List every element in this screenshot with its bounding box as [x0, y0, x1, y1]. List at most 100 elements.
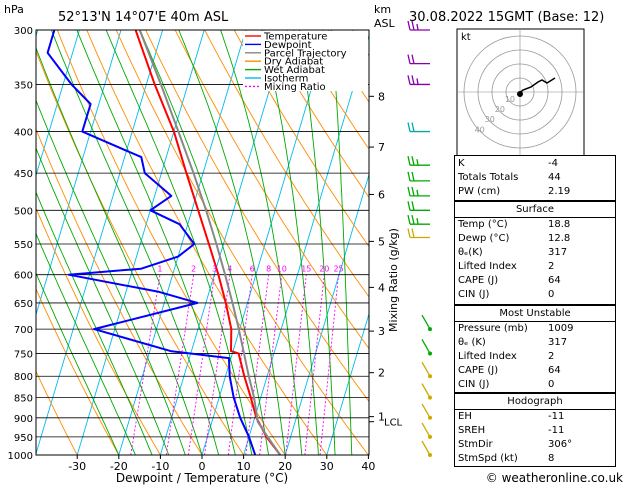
isotherm-line: [243, 33, 369, 455]
index-panel-hodograph: Hodograph EH -11 SREH -11 StmDir 306° StmSp…: [454, 393, 616, 467]
wind-barb: [421, 440, 432, 457]
wind-barb: [407, 122, 430, 133]
mixing-ratio-label: 4: [227, 265, 232, 274]
wind-barb: [421, 314, 432, 332]
wind-barb: [407, 20, 430, 31]
mixing-ratio-labels: 1 2 3 4 6 8 10 15 20 25: [157, 265, 343, 274]
dry-adiabat-line: [56, 30, 286, 455]
hodograph-ring-label: 10: [505, 95, 515, 104]
wind-barb: [407, 54, 430, 65]
hodograph-storm-marker: [517, 91, 523, 97]
pressure-tick-label: 750: [14, 349, 33, 360]
wind-barb-flag: [411, 228, 415, 238]
legend-label: Wet Adiabat: [264, 65, 325, 76]
wind-barb-dot: [428, 415, 432, 420]
wind-barb-flag: [416, 218, 419, 225]
index-row: Lifted Index 2: [458, 261, 555, 272]
index-panel-most-unstable: Most Unstable Pressure (mb) 1009 θₑ (K) 31…: [454, 305, 616, 393]
km-tick-label: 1: [378, 411, 385, 424]
km-tick-label: 4: [378, 281, 385, 294]
wind-barb-dot: [428, 395, 432, 400]
wind-barb-flag: [416, 189, 419, 197]
x-tick-label: 0: [199, 460, 206, 473]
wind-barb-shaft: [421, 361, 431, 377]
wind-barb: [421, 383, 432, 400]
pressure-tick-label: 500: [14, 206, 33, 217]
index-row: CIN (J) 0: [458, 379, 555, 390]
wind-barb-dot: [428, 453, 432, 457]
wind-barb-flag: [411, 156, 415, 166]
wind-barb-flag: [407, 186, 411, 197]
wind-barb-flag: [416, 159, 419, 166]
wind-barb: [421, 422, 432, 439]
mixing-ratio-label: 10: [277, 265, 287, 274]
x-tick-label: 40: [361, 460, 375, 473]
legend-label: Isotherm: [264, 74, 308, 85]
mixing-ratio-line: [130, 274, 161, 455]
wind-barb-flag: [411, 54, 415, 64]
chart-series: [46, 30, 282, 455]
wind-barb-flag: [407, 122, 411, 132]
chart-grid: [36, 30, 369, 455]
x-tick-label: -10: [151, 460, 169, 473]
pressure-tick-label: 950: [14, 433, 33, 444]
hodograph-section-title: Hodograph: [507, 396, 563, 407]
km-tick-label: 6: [378, 188, 385, 201]
pressure-tick-label: 550: [14, 240, 33, 251]
mixing-ratio-label: 25: [333, 265, 343, 274]
hodograph-trace: [517, 77, 556, 95]
dry-adiabat-line: [36, 370, 78, 455]
wind-barb: [421, 361, 432, 379]
wind-barb-flag: [407, 54, 411, 64]
wind-barb-flag: [407, 171, 411, 182]
wind-barb-shaft: [421, 422, 431, 438]
pressure-tick-label: 400: [14, 128, 33, 139]
footer-copyright: © weatheronline.co.uk: [486, 471, 623, 485]
index-row: CAPE (J) 64: [458, 275, 561, 286]
wind-barb-flag: [411, 75, 415, 85]
pressure-tick-label: 350: [14, 80, 33, 91]
hpa-label: hPa: [4, 3, 24, 16]
wind-barb-flag: [411, 122, 415, 132]
isotherm-line: [284, 172, 369, 455]
index-row: EH -11: [458, 411, 565, 422]
pressure-tick-label: 700: [14, 325, 33, 336]
index-row: Dewp (°C) 12.8: [458, 233, 571, 244]
section-divider: [455, 409, 615, 410]
index-row: StmSpd (kt) 8: [458, 453, 555, 464]
wind-barb-shaft: [421, 339, 431, 354]
dry-adiabat-line: [292, 30, 369, 151]
wind-barb-flag: [411, 215, 415, 225]
wind-barb-flag: [407, 228, 411, 238]
index-row: StmDir 306°: [458, 439, 573, 450]
wind-barb: [421, 403, 432, 420]
mixing-ratio-label: 1: [157, 265, 162, 274]
legend-label: Parcel Trajectory: [264, 48, 347, 59]
mixing-ratio-label: 3: [212, 265, 217, 274]
wind-barb: [407, 171, 430, 182]
wind-barb-dot: [428, 434, 432, 439]
wind-barb: [407, 156, 430, 166]
km-tick-label: 2: [378, 367, 385, 380]
isotherm-line: [36, 30, 80, 177]
legend-label: Temperature: [263, 32, 327, 43]
isotherm-line: [326, 312, 369, 455]
series-line-dewpoint: [46, 30, 257, 455]
wind-barb-shaft: [421, 440, 431, 456]
legend-label: Mixing Ratio: [264, 82, 326, 93]
unstable-section-title: Most Unstable: [499, 308, 571, 319]
wind-barb-shaft: [421, 314, 431, 330]
location-title: 52°13'N 14°07'E 40m ASL: [58, 10, 229, 25]
isotherm-line: [36, 30, 164, 455]
chart-axes: 3003504004505005506006507007508008509009…: [8, 26, 403, 473]
series-line-temperature: [134, 30, 281, 455]
legend-label: Dry Adiabat: [264, 57, 323, 68]
hodograph-ring-label: 40: [475, 125, 485, 134]
index-row: θₑ (K) 317: [458, 337, 568, 348]
surface-section-title: Surface: [515, 204, 555, 215]
wind-barb-flag: [407, 156, 411, 166]
mixing-ratio-label: 8: [266, 265, 271, 274]
wind-barb-flag: [407, 20, 411, 31]
